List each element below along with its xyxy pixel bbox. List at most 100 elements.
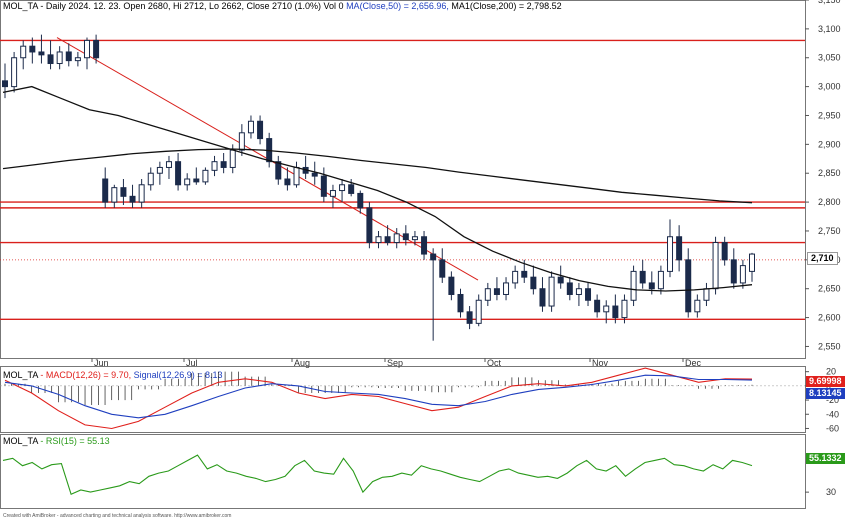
y-tick-label: 2,650 [818,284,841,294]
y-tick-label: 2,850 [818,168,841,178]
y-tick-label: 3,050 [818,53,841,63]
y-tick-label: 2,550 [818,341,841,351]
rsi-line [2,454,753,496]
candle-body [320,175,327,197]
candle-body [93,39,100,59]
candle-body [448,276,455,295]
candle-body [585,288,592,301]
candle-body [512,270,519,284]
footer-credit: Created with AmiBroker - advanced charti… [3,513,232,519]
candle-body [147,172,154,186]
candle-body [530,276,537,290]
x-tick-label: Dec [685,358,702,368]
y-tick-label: 3,150 [818,0,841,5]
candle-body [676,236,683,261]
candle-body [120,187,127,197]
price-badge: 2,710 [807,252,838,265]
candle-body [730,259,737,284]
candle-body [393,233,400,244]
macd-tick-label: 20 [826,367,836,377]
candle-body [594,299,601,313]
candle-body [384,236,391,244]
macd-badge: 9.69998 [806,376,845,387]
panel-frame [0,434,806,509]
candle-body [694,299,701,313]
x-tick-label: Oct [487,358,502,368]
candle-body [156,166,163,174]
candle-body [220,161,227,168]
candle-body [648,282,655,290]
candle-body [721,242,728,261]
candle-body [411,236,418,241]
candle-body [29,45,36,53]
ma200-label: MA1(Close,200) = 2,798.52 [448,1,562,11]
candle-body [439,259,446,278]
candle-body [275,161,282,180]
macd-ticker: MOL_TA [3,370,38,380]
rsi-tick-label: 30 [826,487,836,497]
candle-body [329,190,336,197]
candle-body [375,236,382,244]
candle-body [56,51,63,65]
candle-body [238,132,245,151]
candle-body [184,178,191,186]
y-tick-label: 2,950 [818,110,841,120]
x-tick-label: Sep [387,358,403,368]
candle-body [111,187,118,203]
rsi-label: - RSI(15) = 55.13 [37,436,110,446]
macd-tick-label: -40 [826,409,839,419]
candle-body [749,253,755,272]
candle-body [202,169,209,183]
candle-body [493,288,500,295]
candle-body [703,288,710,301]
y-tick-label: 2,900 [818,139,841,149]
candle-body [521,270,528,278]
signal-line [4,374,753,419]
candle-body [539,288,546,307]
candle-body [311,172,318,177]
y-tick-label: 3,100 [818,24,841,34]
candle-body [621,299,628,319]
rsi-ticker: MOL_TA [3,436,38,446]
rsi-panel-header: MOL_TA - RSI(15) = 55.13 [3,436,110,446]
candle-body [74,57,81,62]
candle-body [548,276,555,307]
candle-body [102,178,109,203]
panel-frame [0,366,806,433]
macd-line [4,367,753,430]
candle-body [639,270,646,284]
ma200-line [2,148,753,204]
candle-body [630,270,637,301]
candle-body [357,192,364,209]
candle-body [603,305,610,313]
candle-body [129,195,136,203]
price-info: - Daily 2024. 12. 23. Open 2680, Hi 2712… [37,1,344,11]
candle-body [284,178,291,186]
x-tick-label: Aug [294,358,310,368]
candle-body [402,233,409,241]
candle-body [2,80,8,88]
candle-body [193,178,200,183]
y-tick-label: 3,000 [818,82,841,92]
candle-body [257,120,264,140]
macd-label: - MACD(12,26) = 9.70, [37,370,132,380]
candle-body [466,311,473,324]
candle-body [667,236,674,272]
candle-body [685,259,692,313]
price-ticker: MOL_TA [3,1,38,11]
x-tick-label: Jul [186,358,198,368]
candle-body [138,184,145,203]
price-panel-header: MOL_TA - Daily 2024. 12. 23. Open 2680, … [3,1,562,11]
x-tick-label: Nov [592,358,609,368]
macd-tick-label: -60 [826,423,839,433]
signal-label: Signal(12,26,9) = 8.13 [131,370,223,380]
candle-body [38,51,45,56]
macd-tick-label: -20 [826,395,839,405]
candle-body [503,282,510,295]
candle-body [475,299,482,324]
candle-body [47,54,54,65]
y-tick-label: 2,750 [818,226,841,236]
candle-body [211,161,218,171]
candle-body [430,253,437,261]
